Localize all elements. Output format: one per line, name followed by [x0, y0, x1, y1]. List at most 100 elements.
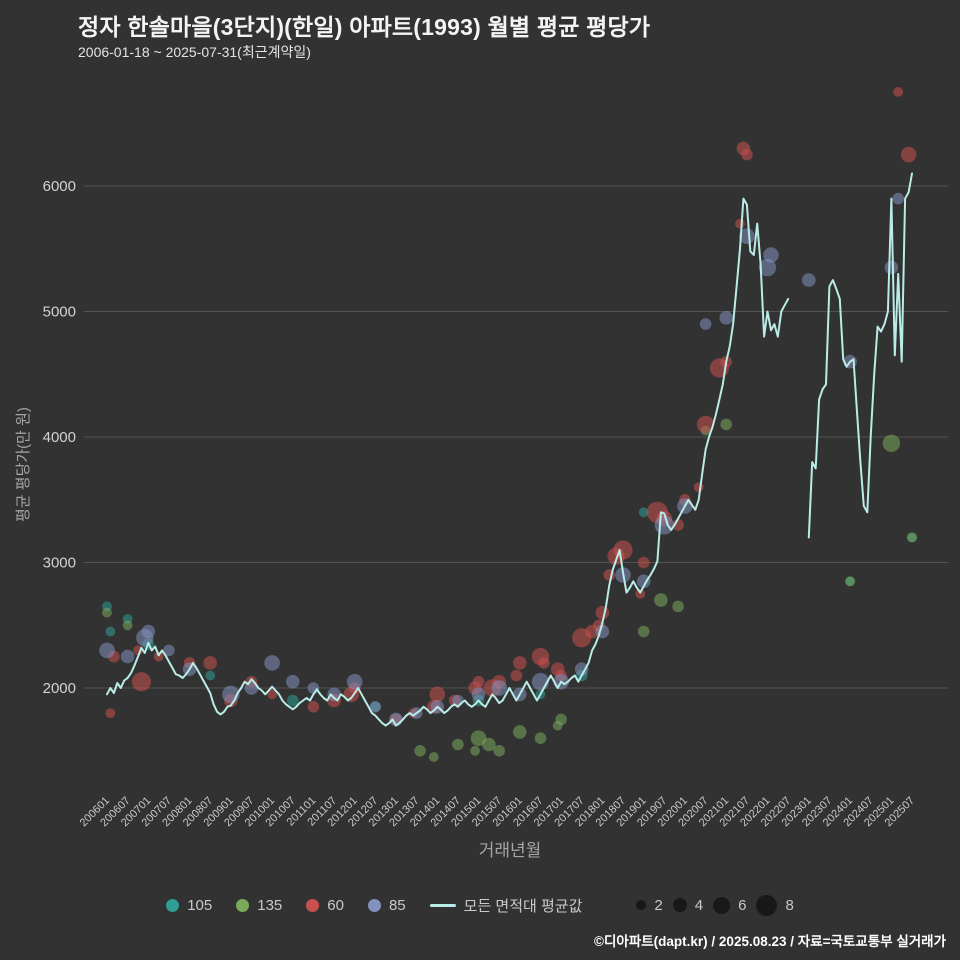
bubble-85[interactable] — [264, 655, 280, 671]
bubble-60[interactable] — [153, 651, 164, 662]
bubble-85[interactable] — [654, 515, 674, 535]
bubble-85[interactable] — [763, 247, 779, 263]
legend-size-circle-icon — [713, 896, 731, 914]
legend-size-item-4: 4 — [672, 896, 704, 914]
bubble-135[interactable] — [720, 418, 732, 431]
bubble-85[interactable] — [120, 649, 135, 664]
bubble-85[interactable] — [884, 260, 899, 275]
bubble-105[interactable] — [105, 626, 116, 637]
bubble-60[interactable] — [741, 148, 753, 161]
bubble-85[interactable] — [163, 644, 175, 657]
legend-size-group: 2 4 6 8 — [636, 894, 794, 916]
legend-dot-icon — [166, 898, 180, 912]
average-line — [106, 172, 913, 727]
bubble-105[interactable] — [205, 670, 216, 681]
bubble-135[interactable] — [470, 745, 480, 756]
legend-label: 모든 면적대 평균값 — [463, 897, 583, 915]
bubble-60[interactable] — [267, 689, 277, 700]
bubble-85[interactable] — [141, 624, 156, 639]
y-axis-title: 평균 평당가(만 원) — [15, 407, 32, 522]
bubble-60[interactable] — [510, 669, 523, 682]
bubble-135[interactable] — [414, 745, 426, 757]
bubble-85[interactable] — [739, 228, 755, 244]
legend-size-circle-icon — [636, 900, 647, 910]
bubble-60[interactable] — [307, 701, 320, 713]
legend-size-circle-icon — [756, 894, 778, 916]
bubble-60[interactable] — [693, 482, 704, 493]
y-tick-label: 3000 — [43, 555, 76, 572]
legend-item-60[interactable]: 60 — [306, 897, 344, 914]
bubble-135[interactable] — [482, 737, 496, 752]
bubble-85[interactable] — [491, 680, 508, 696]
bubble-135[interactable] — [882, 434, 901, 452]
bubble-60[interactable] — [595, 605, 610, 620]
legend-size-item-8: 8 — [756, 894, 794, 916]
bubble-85[interactable] — [892, 192, 904, 205]
legend-dot-icon — [306, 898, 320, 912]
bubble-135[interactable] — [493, 745, 506, 757]
bubble-135[interactable] — [654, 593, 668, 607]
y-tick-label: 2000 — [43, 680, 76, 697]
bubble-135[interactable] — [672, 600, 684, 613]
bubble-60[interactable] — [203, 656, 217, 670]
bubble-85[interactable] — [327, 687, 341, 702]
bubble-60[interactable] — [735, 218, 745, 229]
page-title: 정자 한솔마을(3단지)(한일) 아파트(1993) 월별 평균 평당가 — [78, 14, 651, 40]
legend-label: 4 — [694, 896, 704, 914]
bubble-135[interactable] — [122, 620, 133, 631]
bubble-135[interactable] — [637, 625, 650, 638]
legend-line-icon — [429, 903, 456, 907]
legend-size-item-2: 2 — [636, 896, 663, 914]
bubble-135[interactable] — [534, 732, 547, 744]
legend-label: 6 — [738, 896, 747, 914]
bubble-135[interactable] — [102, 607, 112, 618]
legend-item-85[interactable]: 85 — [367, 896, 406, 914]
bubble-60[interactable] — [472, 675, 485, 688]
bubble-85[interactable] — [307, 682, 320, 694]
x-axis-title: 거래년월 — [478, 841, 542, 860]
bubble-60[interactable] — [105, 708, 116, 718]
bubble-60[interactable] — [131, 672, 151, 692]
legend-size-item-6: 6 — [713, 896, 747, 914]
legend-size-circle-icon — [672, 898, 687, 912]
bubble-85[interactable] — [699, 318, 712, 330]
legend-label: 105 — [187, 896, 213, 914]
bubble-135[interactable] — [428, 752, 439, 762]
legend-item-135[interactable]: 135 — [236, 897, 282, 914]
bubble-135[interactable] — [845, 576, 855, 587]
bubble-135[interactable] — [555, 713, 567, 726]
legend-item-105[interactable]: 105 — [166, 897, 212, 914]
bubble-60[interactable] — [637, 556, 650, 569]
bubble-60[interactable] — [900, 146, 917, 163]
bubble-60[interactable] — [893, 87, 904, 97]
bubble-85[interactable] — [346, 673, 363, 690]
bubble-85[interactable] — [636, 574, 651, 589]
bubble-135[interactable] — [452, 738, 464, 751]
legend-item-average-line[interactable]: 모든 면적대 평균값 — [429, 895, 583, 916]
bubble-85[interactable] — [471, 687, 486, 702]
bubble-105[interactable] — [638, 507, 649, 518]
bubble-60[interactable] — [429, 686, 446, 703]
legend-dot-icon — [236, 898, 250, 912]
bubble-105[interactable] — [287, 694, 299, 707]
bubble-60[interactable] — [513, 656, 527, 670]
y-tick-label: 5000 — [43, 304, 76, 321]
bubble-135[interactable] — [513, 725, 527, 739]
bubble-85[interactable] — [802, 273, 816, 287]
legend-label: 85 — [388, 896, 406, 914]
bubble-85[interactable] — [758, 258, 777, 277]
bubble-60[interactable] — [538, 657, 550, 669]
bubble-60[interactable] — [696, 415, 715, 434]
bubble-135[interactable] — [470, 730, 487, 746]
legend: 105 135 60 85 모든 면적대 평균값 2 4 6 8 — [0, 890, 960, 920]
bubble-85[interactable] — [369, 701, 382, 713]
bubble-135[interactable] — [907, 532, 917, 543]
bubble-60[interactable] — [635, 589, 646, 599]
legend-label: 2 — [654, 896, 663, 914]
bubble-85[interactable] — [719, 311, 733, 325]
page-subtitle: 2006-01-18 ~ 2025-07-31(최근계약일) — [78, 44, 311, 60]
bubble-85[interactable] — [286, 674, 300, 689]
bubble-85[interactable] — [99, 642, 115, 659]
bubble-85[interactable] — [574, 662, 589, 676]
